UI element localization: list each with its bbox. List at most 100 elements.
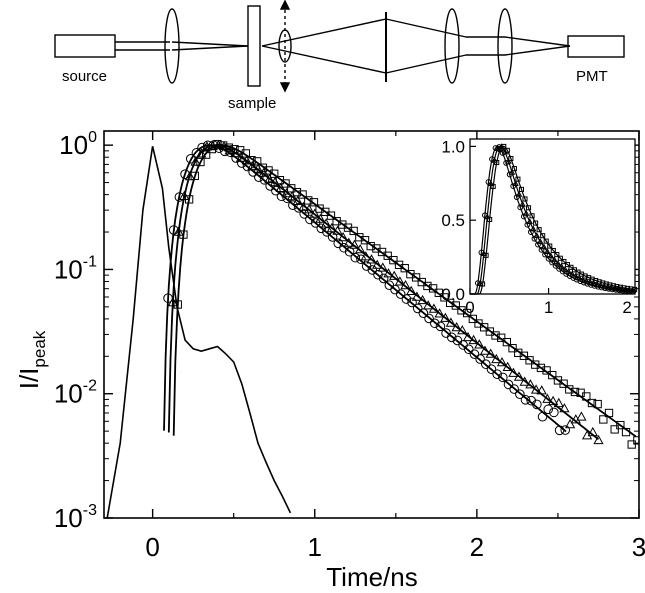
marker-circle xyxy=(305,214,315,225)
marker-circle xyxy=(288,200,298,211)
inset-marker-circle xyxy=(552,262,559,269)
marker-triangle xyxy=(201,141,213,151)
beam-line xyxy=(504,36,571,47)
marker-square xyxy=(207,144,216,154)
marker-triangle xyxy=(485,348,496,358)
beam-line xyxy=(171,45,249,51)
marker-circle xyxy=(316,223,327,234)
inset-marker-triangle xyxy=(547,252,555,259)
marker-square xyxy=(508,344,517,353)
marker-triangle xyxy=(525,379,536,389)
marker-square xyxy=(451,301,460,310)
inset-marker-square xyxy=(554,252,560,258)
inset-marker-circle xyxy=(556,265,563,272)
pmt-box xyxy=(567,35,625,58)
inset-marker-square xyxy=(607,282,613,288)
inset-marker-triangle xyxy=(519,200,526,207)
marker-square xyxy=(468,314,477,324)
marker-triangle xyxy=(411,291,423,301)
marker-circle xyxy=(367,265,378,275)
inset-marker-triangle xyxy=(561,265,569,272)
inset-marker-triangle xyxy=(508,168,516,175)
main-chart: 0 1 2 3 100 10-1 10-2 10-3 xyxy=(54,129,645,562)
sample-label: sample xyxy=(228,95,276,112)
marker-triangle xyxy=(309,208,320,218)
marker-square xyxy=(604,408,614,418)
marker-triangle xyxy=(553,397,564,408)
beam-line xyxy=(504,45,571,56)
inset-marker-triangle xyxy=(544,248,551,254)
marker-circle xyxy=(446,332,457,343)
marker-triangle xyxy=(355,244,366,254)
marker-triangle xyxy=(400,279,411,290)
inset-marker-square xyxy=(617,284,624,290)
marker-square xyxy=(457,306,466,315)
marker-square xyxy=(241,149,251,158)
marker-triangle xyxy=(298,201,309,211)
marker-square xyxy=(559,379,568,388)
lens-1 xyxy=(164,8,180,84)
marker-circle xyxy=(168,225,179,235)
inset-marker-square xyxy=(518,186,525,192)
marker-square xyxy=(298,190,307,199)
inset-marker-square xyxy=(603,281,609,287)
inset-marker-circle xyxy=(513,194,520,201)
inset-marker-square xyxy=(511,166,517,172)
marker-square xyxy=(349,226,358,236)
inset-frame xyxy=(469,138,636,295)
marker-triangle xyxy=(491,353,502,364)
marker-circle xyxy=(412,303,423,314)
y-axis-label: I/Ipeak xyxy=(14,330,49,389)
marker-square xyxy=(196,157,205,167)
marker-circle xyxy=(174,192,185,202)
marker-circle xyxy=(435,321,446,332)
inset-marker-square xyxy=(522,196,528,202)
marker-square xyxy=(360,236,370,245)
marker-circle xyxy=(549,407,559,418)
marker-square xyxy=(593,399,602,409)
inset-marker-triangle xyxy=(522,209,530,216)
inset-marker-circle xyxy=(510,183,517,190)
beam-line xyxy=(261,45,387,74)
marker-triangle xyxy=(530,384,542,394)
marker-square xyxy=(230,145,239,154)
inset-marker-square xyxy=(533,220,539,226)
inset-marker-triangle xyxy=(512,180,519,186)
marker-circle xyxy=(395,289,406,299)
marker-square xyxy=(366,241,375,251)
inset-y-tick-label: 0.5 xyxy=(441,211,465,230)
inset-marker-triangle xyxy=(526,218,533,224)
marker-triangle xyxy=(502,361,513,371)
marker-triangle xyxy=(542,393,553,403)
marker-square xyxy=(633,436,639,445)
inset-marker-circle xyxy=(535,241,541,248)
inset-marker-triangle xyxy=(590,280,597,286)
x-tick-label: 3 xyxy=(632,532,645,562)
inset-x-tick-label: 1 xyxy=(544,298,553,317)
marker-circle xyxy=(407,297,417,308)
sample-holder xyxy=(247,5,261,87)
marker-triangle xyxy=(343,237,354,247)
marker-triangle xyxy=(519,376,530,386)
marker-square xyxy=(389,255,398,265)
inset-marker-square xyxy=(529,213,535,219)
inset-marker-square xyxy=(550,247,556,254)
inset-marker-triangle xyxy=(530,225,537,232)
marker-triangle xyxy=(474,339,485,349)
marker-triangle xyxy=(258,167,269,177)
inset-x-tick-label: 2 xyxy=(622,298,631,317)
y-tick-label: 10-3 xyxy=(54,502,97,533)
marker-circle xyxy=(560,425,571,435)
marker-square xyxy=(445,298,455,308)
inset-marker-square xyxy=(614,283,620,290)
marker-square xyxy=(462,308,472,318)
marker-square xyxy=(599,415,608,424)
marker-triangle xyxy=(196,148,207,158)
marker-circle xyxy=(344,246,355,257)
inset-marker-square xyxy=(564,262,570,268)
marker-square xyxy=(616,420,625,430)
marker-triangle xyxy=(547,395,559,406)
inset-ticks: 0 1 2 0.0 0.5 1.0 xyxy=(441,137,632,317)
marker-circle xyxy=(509,384,519,394)
inset-marker-triangle xyxy=(554,259,562,266)
